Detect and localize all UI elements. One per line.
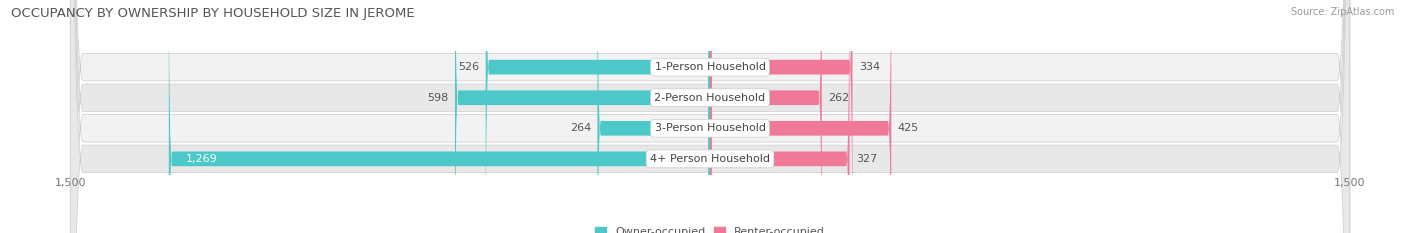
- Text: 2-Person Household: 2-Person Household: [654, 93, 766, 103]
- FancyBboxPatch shape: [598, 0, 710, 233]
- FancyBboxPatch shape: [456, 0, 710, 233]
- FancyBboxPatch shape: [710, 0, 849, 233]
- FancyBboxPatch shape: [70, 0, 1350, 233]
- Text: OCCUPANCY BY OWNERSHIP BY HOUSEHOLD SIZE IN JEROME: OCCUPANCY BY OWNERSHIP BY HOUSEHOLD SIZE…: [11, 7, 415, 20]
- Text: 327: 327: [856, 154, 877, 164]
- Text: 262: 262: [828, 93, 849, 103]
- Text: 264: 264: [569, 123, 591, 133]
- FancyBboxPatch shape: [710, 0, 821, 233]
- FancyBboxPatch shape: [710, 0, 891, 233]
- FancyBboxPatch shape: [485, 0, 710, 233]
- Text: 1,269: 1,269: [186, 154, 218, 164]
- Text: 334: 334: [859, 62, 880, 72]
- FancyBboxPatch shape: [70, 0, 1350, 233]
- Text: 526: 526: [458, 62, 479, 72]
- Text: 1-Person Household: 1-Person Household: [655, 62, 765, 72]
- Text: 425: 425: [897, 123, 920, 133]
- Legend: Owner-occupied, Renter-occupied: Owner-occupied, Renter-occupied: [595, 227, 825, 233]
- Text: 3-Person Household: 3-Person Household: [655, 123, 765, 133]
- FancyBboxPatch shape: [710, 0, 852, 233]
- Text: Source: ZipAtlas.com: Source: ZipAtlas.com: [1291, 7, 1395, 17]
- Text: 4+ Person Household: 4+ Person Household: [650, 154, 770, 164]
- Text: 598: 598: [427, 93, 449, 103]
- FancyBboxPatch shape: [169, 0, 710, 233]
- FancyBboxPatch shape: [70, 0, 1350, 233]
- FancyBboxPatch shape: [70, 0, 1350, 233]
